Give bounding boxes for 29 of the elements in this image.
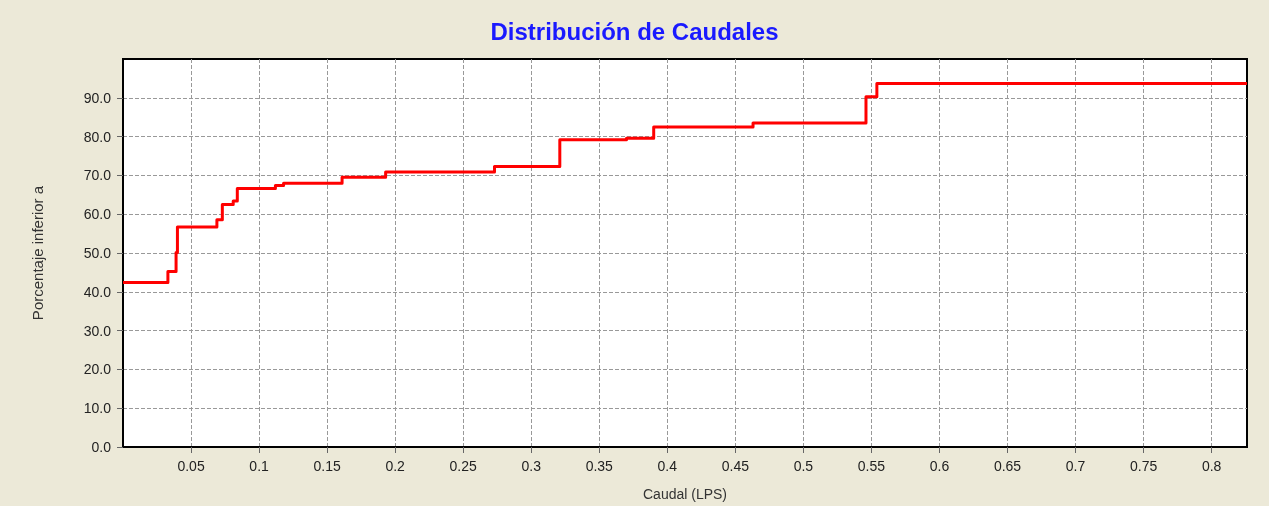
x-tick-label: 0.4 <box>657 458 678 474</box>
x-axis-title: Caudal (LPS) <box>642 486 728 502</box>
y-tick-label: 30.0 <box>83 322 112 339</box>
y-tick-label: 50.0 <box>83 245 112 261</box>
y-tick-label: 60.0 <box>83 206 112 223</box>
y-axis-title: Porcentaje inferior a <box>29 185 46 321</box>
y-tick-label: 20.0 <box>83 361 112 378</box>
y-tick-label: 70.0 <box>83 167 112 184</box>
x-tick-label: 0.8 <box>1201 458 1222 474</box>
x-tick-label: 0.45 <box>721 458 750 474</box>
x-tick-label: 0.75 <box>1129 458 1158 474</box>
y-tick-label: 0.0 <box>91 439 112 455</box>
chart-title: Distribución de Caudales <box>490 17 779 45</box>
y-tick-label: 80.0 <box>83 128 112 145</box>
x-tick-label: 0.65 <box>993 458 1022 474</box>
y-tick-label: 90.0 <box>83 89 112 106</box>
x-tick-label: 0.25 <box>449 458 478 474</box>
x-tick-label: 0.1 <box>249 458 270 474</box>
x-tick-label: 0.5 <box>793 458 814 474</box>
x-tick-label: 0.55 <box>857 458 886 474</box>
x-tick-label: 0.15 <box>313 458 341 474</box>
x-tick-label: 0.6 <box>929 458 950 474</box>
y-tick-label: 40.0 <box>83 283 112 300</box>
x-tick-label: 0.3 <box>521 458 542 474</box>
x-tick-label: 0.7 <box>1065 458 1086 474</box>
x-tick-label: 0.2 <box>385 458 406 474</box>
x-tick-label: 0.35 <box>585 458 614 474</box>
y-tick-label: 10.0 <box>83 400 112 417</box>
x-tick-label: 0.05 <box>177 458 205 474</box>
